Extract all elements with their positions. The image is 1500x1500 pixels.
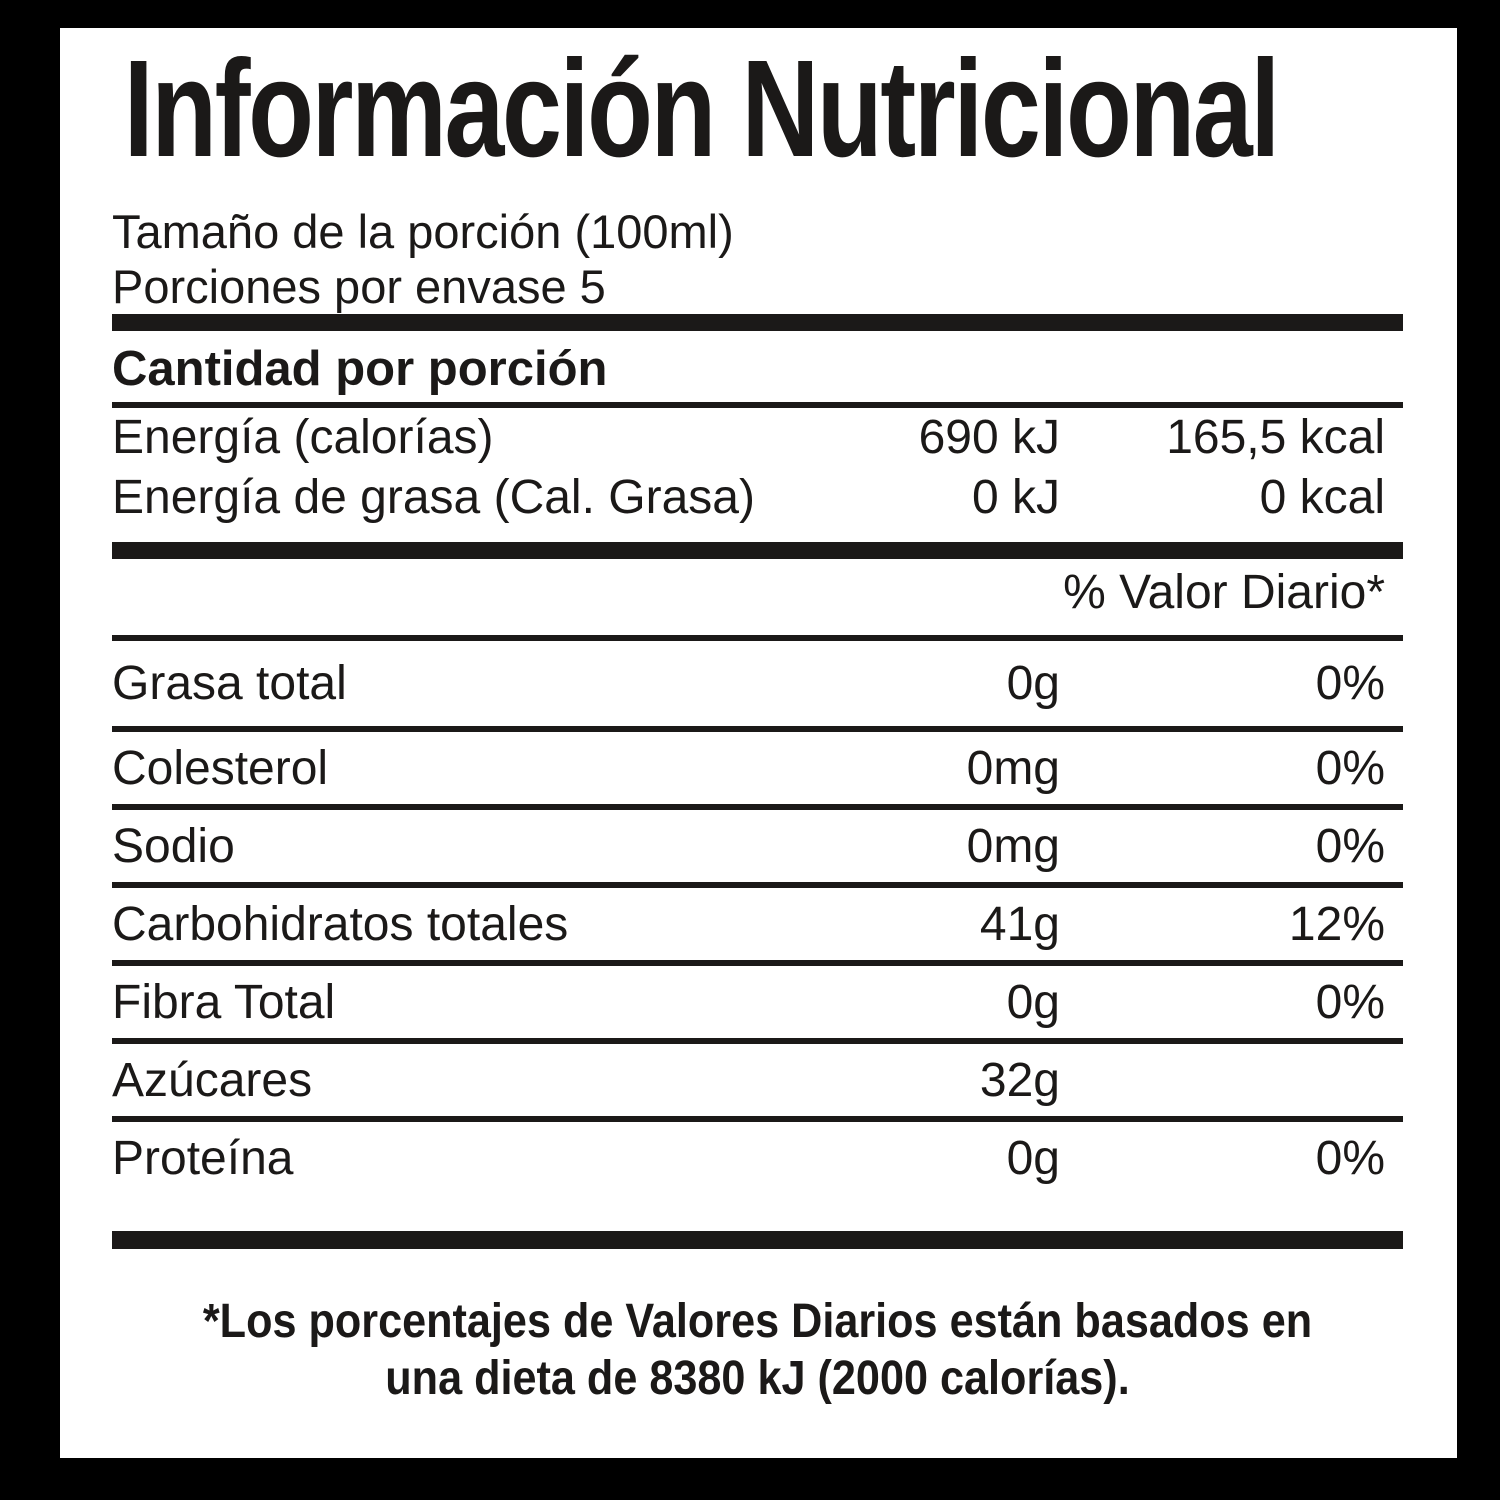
nutrient-daily-value: 0% [1315, 975, 1385, 1029]
row-separator [112, 960, 1403, 966]
nutrient-row: Proteína 0g 0% [112, 1122, 1403, 1194]
nutrient-amount: 32g [979, 1053, 1060, 1107]
label-content: Información Nutricional Tamaño de la por… [112, 28, 1403, 1407]
row-separator [112, 726, 1403, 732]
row-separator [112, 804, 1403, 810]
rule-under-daily-value-header [112, 635, 1403, 641]
nutrient-row: Colesterol 0mg 0% [112, 732, 1403, 804]
energy-row: Energía (calorías) 690 kJ 165,5 kcal [112, 408, 1403, 468]
nutrient-name: Azúcares [112, 1053, 313, 1107]
nutrient-name: Proteína [112, 1131, 294, 1185]
divider-bar-top [112, 314, 1403, 331]
nutrient-row: Sodio 0mg 0% [112, 810, 1403, 882]
rule-under-amount-header [112, 402, 1403, 408]
serving-info: Tamaño de la porción (100ml) Porciones p… [112, 204, 1403, 314]
footnote: *Los porcentajes de Valores Diarios está… [112, 1293, 1403, 1407]
label-title: Información Nutricional [123, 32, 1281, 186]
energy-row-kj: 0 kJ [971, 471, 1060, 524]
nutrient-name: Colesterol [112, 741, 329, 795]
nutrient-row: Azúcares 32g [112, 1044, 1403, 1116]
energy-row-name: Energía de grasa (Cal. Grasa) [112, 471, 755, 524]
nutrient-daily-value: 0% [1315, 819, 1385, 873]
footnote-line-1: *Los porcentajes de Valores Diarios está… [202, 1295, 1313, 1348]
energy-row-name: Energía (calorías) [112, 411, 494, 464]
nutrient-amount: 0g [1006, 975, 1060, 1029]
row-separator [112, 1038, 1403, 1044]
nutrient-name: Grasa total [112, 657, 347, 710]
amount-per-serving-header: Cantidad por porción [112, 342, 608, 396]
nutrient-amount: 0mg [966, 819, 1060, 873]
energy-row-kcal: 165,5 kcal [1166, 411, 1385, 464]
daily-value-header: % Valor Diario* [1063, 566, 1385, 619]
nutrient-name: Fibra Total [112, 975, 336, 1029]
nutrient-daily-value: 0% [1315, 741, 1385, 795]
nutrient-row: Carbohidratos totales 41g 12% [112, 888, 1403, 960]
serving-size-text: Tamaño de la porción (100ml) [112, 205, 734, 258]
nutrition-label-panel: Información Nutricional Tamaño de la por… [60, 28, 1457, 1458]
nutrient-name: Sodio [112, 819, 235, 873]
footnote-line-2: una dieta de 8380 kJ (2000 calorías). [385, 1352, 1130, 1405]
nutrient-row: Grasa total 0g 0% [112, 641, 1403, 726]
divider-bar-bottom [112, 1231, 1403, 1249]
nutrient-daily-value: 0% [1315, 1131, 1385, 1185]
nutrient-amount: 0g [1006, 1131, 1060, 1185]
nutrient-name: Carbohidratos totales [112, 897, 569, 951]
row-separator [112, 882, 1403, 888]
divider-bar-middle [112, 542, 1403, 559]
nutrient-daily-value: 0% [1315, 657, 1385, 710]
nutrient-amount: 41g [979, 897, 1060, 951]
energy-row-kj: 690 kJ [918, 411, 1060, 464]
nutrient-amount: 0g [1006, 657, 1060, 710]
nutrient-daily-value: 12% [1288, 897, 1385, 951]
energy-row-kcal: 0 kcal [1259, 471, 1385, 524]
servings-per-container-text: Porciones por envase 5 [112, 260, 606, 313]
nutrient-row: Fibra Total 0g 0% [112, 966, 1403, 1038]
energy-row: Energía de grasa (Cal. Grasa) 0 kJ 0 kca… [112, 468, 1403, 528]
nutrient-amount: 0mg [966, 741, 1060, 795]
row-separator [112, 1116, 1403, 1122]
